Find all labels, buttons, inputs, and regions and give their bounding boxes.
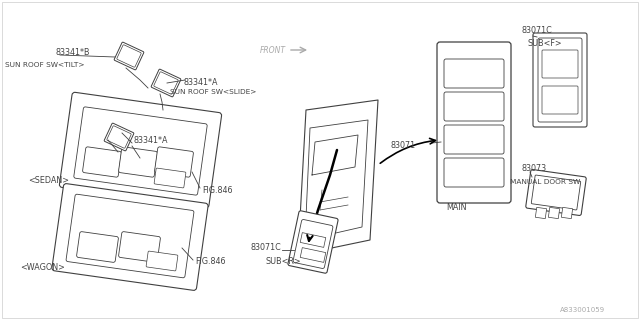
FancyBboxPatch shape (538, 38, 582, 122)
FancyBboxPatch shape (104, 123, 134, 151)
Bar (535, 207, 547, 219)
Text: 83071: 83071 (390, 140, 415, 149)
FancyBboxPatch shape (288, 211, 338, 273)
FancyBboxPatch shape (107, 126, 131, 148)
Circle shape (501, 51, 505, 55)
Text: 83073: 83073 (522, 164, 547, 172)
FancyBboxPatch shape (77, 232, 118, 262)
FancyBboxPatch shape (293, 220, 333, 268)
Text: 83341*A: 83341*A (133, 135, 168, 145)
FancyBboxPatch shape (155, 147, 193, 177)
FancyBboxPatch shape (437, 42, 511, 203)
Text: <SEDAN>: <SEDAN> (28, 175, 69, 185)
FancyBboxPatch shape (151, 69, 181, 97)
FancyBboxPatch shape (533, 33, 587, 127)
Text: SUN ROOF SW<SLIDE>: SUN ROOF SW<SLIDE> (170, 89, 257, 95)
Text: SUN ROOF SW<TILT>: SUN ROOF SW<TILT> (5, 62, 84, 68)
FancyBboxPatch shape (118, 147, 157, 177)
FancyBboxPatch shape (60, 92, 221, 208)
Text: A833001059: A833001059 (560, 307, 605, 313)
Text: MAIN: MAIN (446, 204, 467, 212)
FancyBboxPatch shape (117, 45, 141, 67)
FancyBboxPatch shape (74, 107, 207, 195)
Bar (548, 207, 559, 219)
FancyBboxPatch shape (444, 92, 504, 121)
Bar (561, 207, 573, 219)
Bar (300, 248, 326, 262)
FancyBboxPatch shape (154, 72, 178, 94)
Text: FIG.846: FIG.846 (195, 258, 225, 267)
Text: <WAGON>: <WAGON> (20, 263, 65, 273)
FancyBboxPatch shape (542, 86, 578, 114)
FancyBboxPatch shape (444, 158, 504, 187)
Text: FIG.846: FIG.846 (202, 186, 232, 195)
Text: MANUAL DOOR SW: MANUAL DOOR SW (510, 179, 580, 185)
FancyBboxPatch shape (526, 170, 586, 215)
FancyBboxPatch shape (531, 175, 580, 210)
Text: SUB<R>: SUB<R> (265, 258, 301, 267)
Text: SUB<F>: SUB<F> (528, 38, 563, 47)
FancyBboxPatch shape (83, 147, 122, 177)
FancyBboxPatch shape (118, 232, 161, 262)
FancyBboxPatch shape (146, 251, 178, 271)
Text: 83071C: 83071C (250, 244, 281, 252)
FancyBboxPatch shape (444, 59, 504, 88)
FancyBboxPatch shape (154, 168, 186, 188)
Bar (300, 233, 326, 247)
FancyBboxPatch shape (66, 194, 194, 278)
Text: FRONT: FRONT (260, 45, 286, 54)
Text: 83071C: 83071C (522, 26, 553, 35)
FancyBboxPatch shape (52, 184, 208, 290)
FancyBboxPatch shape (444, 125, 504, 154)
FancyBboxPatch shape (114, 42, 144, 70)
Text: 83341*B: 83341*B (55, 47, 90, 57)
Text: 83341*A: 83341*A (183, 77, 218, 86)
FancyBboxPatch shape (542, 50, 578, 78)
